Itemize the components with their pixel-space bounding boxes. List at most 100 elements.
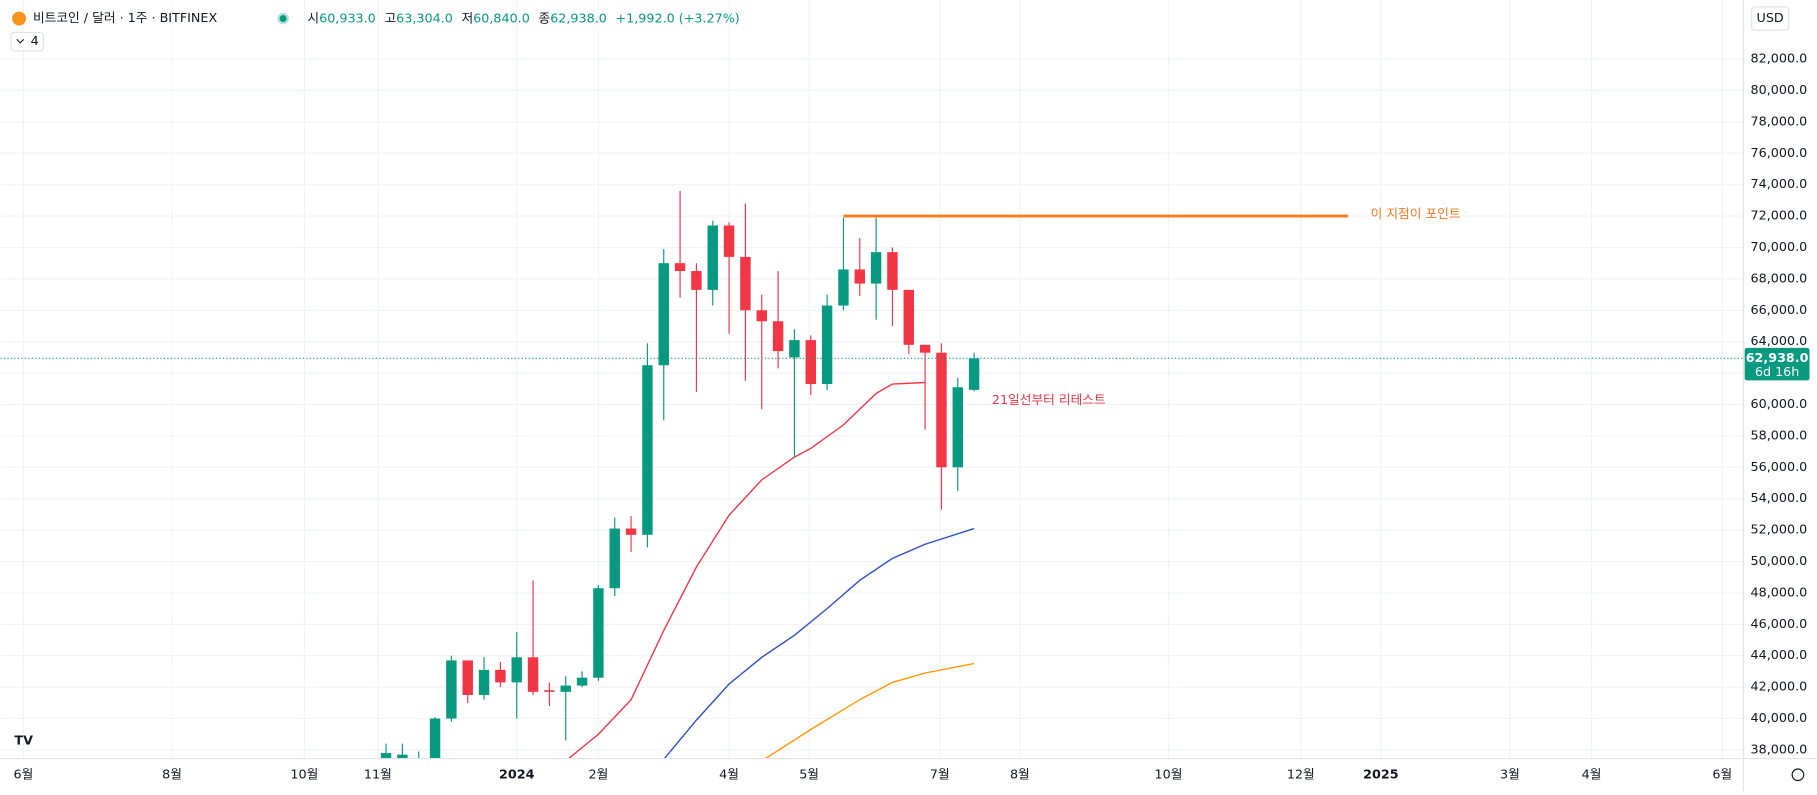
logo: TV [14, 734, 33, 749]
ohlc-label: 종 [539, 11, 551, 26]
candle-body [789, 340, 800, 358]
x-tick-label: 4월 [1582, 767, 1602, 782]
y-tick-label: 48,000.0 [1751, 585, 1808, 600]
indicators-toggle[interactable] [10, 31, 44, 52]
symbol: 비트코인 / 달러 · 1주 · BITFINEX [33, 11, 217, 26]
ohlc-value: 60,840.0 [473, 11, 530, 26]
settings-icon[interactable] [1791, 768, 1805, 782]
candle-body [887, 252, 898, 290]
candle-body [462, 660, 473, 695]
y-tick-label: 74,000.0 [1751, 177, 1808, 192]
annotation-text: 21일선부터 리테스트 [992, 393, 1106, 408]
price-tag-countdown: 6d 16h [1755, 365, 1799, 380]
candle-body [952, 387, 963, 468]
candle-body [397, 754, 408, 759]
candle-body [870, 252, 882, 284]
y-tick-label: 52,000.0 [1751, 523, 1808, 538]
candle-body [495, 669, 506, 683]
y-tick-label: 42,000.0 [1751, 680, 1808, 695]
candle-body [478, 669, 490, 695]
y-tick-label: 78,000.0 [1751, 114, 1808, 129]
ohlc-value: 60,933.0 [319, 11, 376, 26]
y-tick-label: 60,000.0 [1751, 397, 1808, 412]
y-tick-label: 54,000.0 [1751, 491, 1808, 506]
indicators-count: 4 [31, 34, 39, 49]
x-tick-label: 2024 [499, 767, 535, 782]
y-tick-label: 58,000.0 [1751, 428, 1808, 443]
candle-body [609, 528, 620, 589]
ohlc-label: 시 [307, 11, 319, 26]
candle-body [642, 365, 653, 535]
plot [0, 190, 1744, 759]
y-tick-label: 82,000.0 [1751, 52, 1808, 67]
candle-body [838, 269, 849, 306]
coin-icon [12, 11, 27, 26]
annotation-text: 이 지점이 포인트 [1371, 207, 1461, 222]
change: +1,992.0 (+3.27%) [616, 11, 740, 26]
moving-average [663, 527, 975, 759]
price-tag [1744, 347, 1810, 381]
x-tick-label: 8월 [1010, 767, 1030, 782]
candle-body [707, 225, 718, 290]
ohlc-label: 저 [461, 11, 473, 26]
x-tick-label: 6월 [14, 767, 34, 782]
y-tick-label: 70,000.0 [1751, 240, 1808, 255]
candle-body [527, 657, 539, 692]
x-tick-label: 3월 [1500, 767, 1520, 782]
x-tick-label: 11월 [364, 767, 392, 782]
x-tick-label: 5월 [799, 767, 819, 782]
y-tick-label: 50,000.0 [1751, 554, 1808, 569]
y-tick-label: 40,000.0 [1751, 711, 1808, 726]
candle-body [723, 225, 735, 257]
x-tick-label: 8월 [162, 767, 182, 782]
currency: USD [1757, 11, 1784, 26]
candle-body [756, 310, 767, 322]
y-tick-label: 72,000.0 [1751, 209, 1808, 224]
candle-body [576, 677, 588, 686]
y-tick-label: 46,000.0 [1751, 617, 1808, 632]
candle-body [821, 305, 833, 385]
ohlc-label: 고 [384, 11, 396, 26]
status-dot [279, 15, 287, 23]
candle-body [740, 256, 751, 311]
candle-body [968, 358, 980, 390]
candle-body [593, 588, 604, 678]
x-tick-label: 4월 [719, 767, 739, 782]
ohlc: 시60,933.0 고63,304.0 저60,840.0 종62,938.0 … [307, 11, 739, 26]
currency-button[interactable] [1751, 6, 1790, 31]
candle-body [658, 263, 669, 366]
y-tick-label: 44,000.0 [1751, 648, 1808, 663]
candle-body [903, 289, 914, 345]
ohlc-value: 63,304.0 [396, 11, 453, 26]
candle-body [380, 753, 392, 759]
ohlc-value: 62,938.0 [550, 11, 607, 26]
candle-body [511, 657, 522, 683]
x-tick-label: 7월 [930, 767, 950, 782]
x-tick-label: 12월 [1287, 767, 1315, 782]
candle-body [674, 263, 686, 272]
y-tick-label: 80,000.0 [1751, 83, 1808, 98]
x-tick-label: 10월 [1155, 767, 1183, 782]
y-tick-label: 56,000.0 [1751, 460, 1808, 475]
candle-body [560, 685, 571, 692]
x-tick-label: 2월 [589, 767, 609, 782]
y-tick-label: 76,000.0 [1751, 146, 1808, 161]
candle-body [854, 269, 865, 284]
candle-body [429, 718, 441, 759]
moving-average [567, 381, 926, 759]
candle-body [805, 340, 816, 385]
candle-body [772, 321, 784, 352]
candle-body [936, 352, 947, 468]
moving-average [764, 662, 975, 759]
chevron [16, 38, 25, 44]
y-tick-label: 64,000.0 [1751, 334, 1808, 349]
y-tick-label: 66,000.0 [1751, 303, 1808, 318]
candle-body [919, 344, 931, 353]
price-tag-value: 62,938.0 [1746, 351, 1809, 366]
y-tick-label: 68,000.0 [1751, 271, 1808, 286]
candle-body [625, 528, 637, 535]
candle-body [446, 660, 457, 719]
